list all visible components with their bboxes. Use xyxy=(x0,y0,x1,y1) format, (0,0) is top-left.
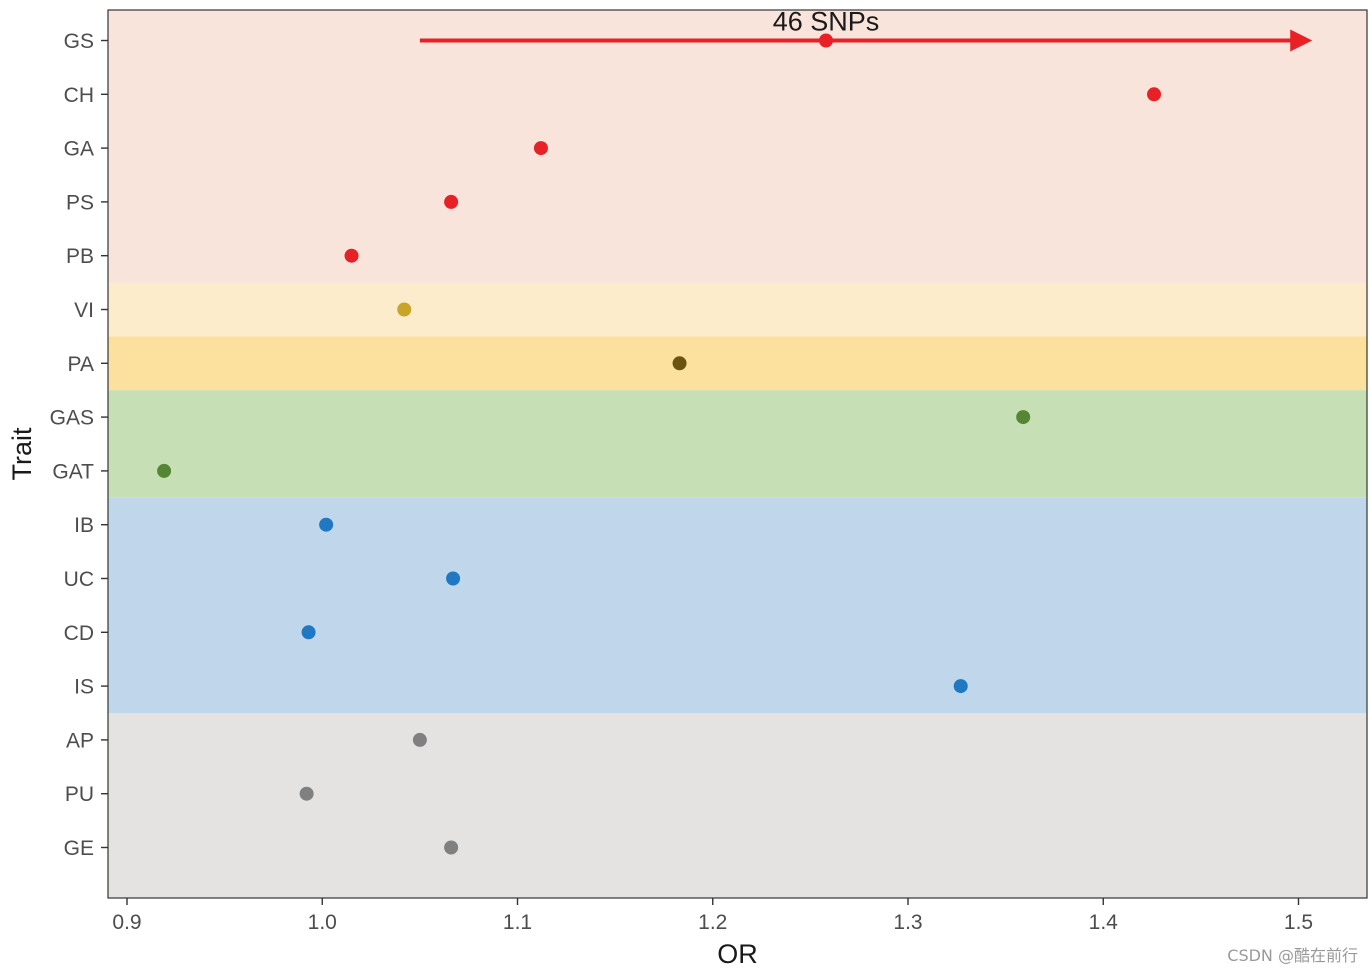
point-pa xyxy=(672,356,687,371)
annotation-arrowhead xyxy=(1290,29,1313,52)
band-gas-gat xyxy=(108,390,1367,498)
y-tick-label-gat: GAT xyxy=(52,460,94,483)
x-tick-label-2: 1.1 xyxy=(503,911,532,934)
band-gs-pb xyxy=(108,10,1367,283)
y-axis-title: Trait xyxy=(7,427,37,480)
y-tick-label-vi: VI xyxy=(74,299,94,322)
x-tick-label-3: 1.2 xyxy=(698,911,727,934)
point-ge xyxy=(444,840,459,855)
point-gas xyxy=(1016,410,1031,425)
x-axis-ticks: 0.9 1.0 1.1 1.2 1.3 1.4 1.5 xyxy=(112,898,1313,934)
point-pb xyxy=(344,248,359,263)
y-tick-label-ch: CH xyxy=(64,84,94,107)
y-tick-label-gas: GAS xyxy=(50,407,94,430)
band-pa-pa xyxy=(108,336,1367,391)
y-tick-label-pu: PU xyxy=(65,783,94,806)
band-vi-vi xyxy=(108,282,1367,337)
y-tick-label-ga: GA xyxy=(64,138,94,161)
band-ib-is xyxy=(108,497,1367,713)
panel-border xyxy=(107,9,1368,899)
band-ap-ge xyxy=(108,713,1367,898)
point-cd xyxy=(301,625,316,640)
y-axis-ticks: GS CH GA PS PB VI PA GAS GAT IB UC CD IS AP PU GE xyxy=(50,30,108,860)
y-tick-label-cd: CD xyxy=(64,622,94,645)
y-tick-label-ps: PS xyxy=(66,191,94,214)
y-tick-label-ge: GE xyxy=(64,837,94,860)
x-tick-label-1: 1.0 xyxy=(308,911,337,934)
y-tick-label-ap: AP xyxy=(66,729,94,752)
point-uc xyxy=(446,571,461,586)
x-axis-title: OR xyxy=(717,939,758,969)
annotation-label: 46 SNPs xyxy=(773,7,880,37)
point-ap xyxy=(412,732,427,747)
x-tick-label-5: 1.4 xyxy=(1089,911,1119,934)
y-tick-label-pb: PB xyxy=(66,245,94,268)
point-is xyxy=(953,679,968,694)
point-ib xyxy=(319,517,334,532)
y-tick-label-is: IS xyxy=(74,676,94,699)
trait-group-bands xyxy=(108,10,1367,898)
y-tick-label-uc: UC xyxy=(64,568,94,591)
x-tick-label-6: 1.5 xyxy=(1284,911,1313,934)
annotation: 46 SNPs xyxy=(419,7,1313,52)
y-tick-label-pa: PA xyxy=(68,353,94,376)
point-vi xyxy=(397,302,412,317)
y-tick-label-ib: IB xyxy=(74,514,94,537)
point-ga xyxy=(533,141,548,156)
y-tick-label-gs: GS xyxy=(64,30,94,53)
x-tick-label-4: 1.3 xyxy=(893,911,922,934)
point-pu xyxy=(299,786,314,801)
data-points xyxy=(157,33,1162,855)
watermark: CSDN @酷在前行 xyxy=(1227,946,1358,965)
x-tick-label-0: 0.9 xyxy=(112,911,141,934)
point-ch xyxy=(1147,87,1162,102)
point-ps xyxy=(444,194,459,209)
point-gat xyxy=(157,463,172,478)
